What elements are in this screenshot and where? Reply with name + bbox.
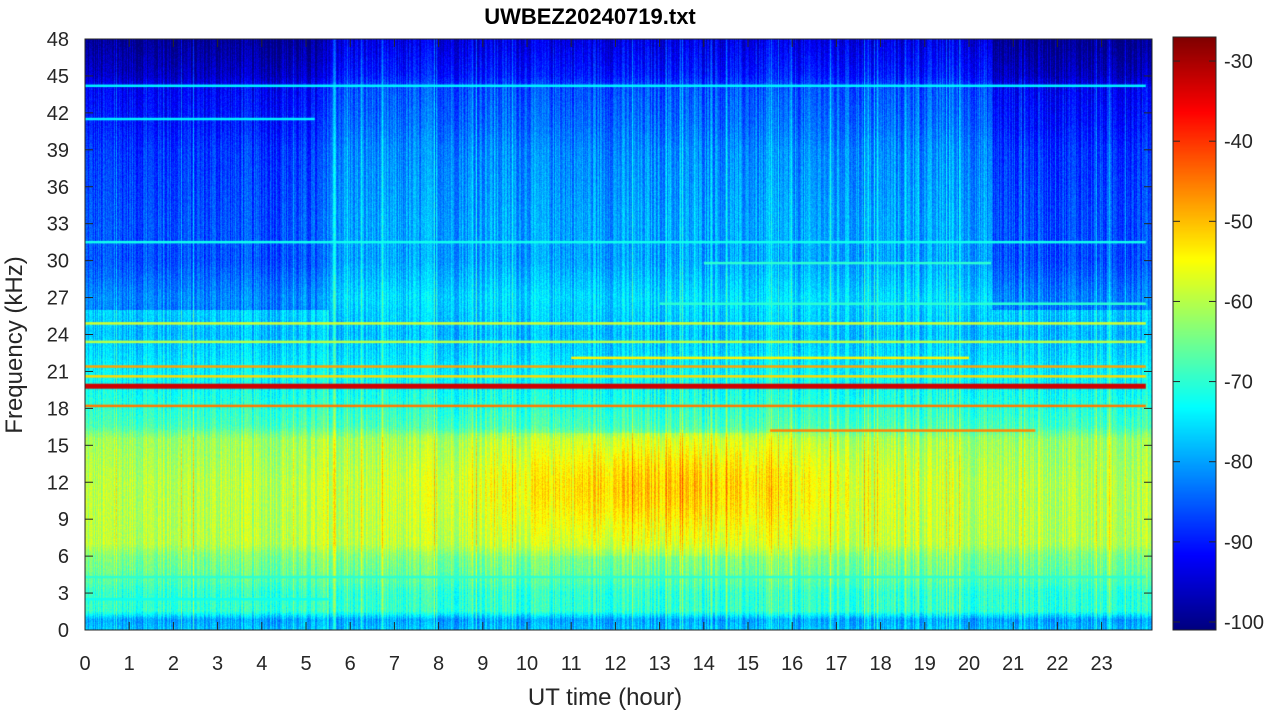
x-tick-label: 6 <box>345 653 356 675</box>
x-tick-label: 8 <box>433 653 444 675</box>
x-tick-label: 13 <box>648 653 670 675</box>
y-tick-label: 18 <box>47 398 69 420</box>
x-tick-label: 20 <box>958 653 980 675</box>
y-tick-label: 45 <box>47 66 69 88</box>
x-tick-label: 21 <box>1002 653 1024 675</box>
x-tick-label: 12 <box>604 653 626 675</box>
x-tick-label: 14 <box>693 653 715 675</box>
colorbar-frame <box>1172 36 1217 631</box>
y-tick-label: 27 <box>47 288 69 310</box>
colorbar: -30 -40 -50 -60 -70 -80 -90 -100 <box>1172 36 1264 634</box>
y-tick-label: 24 <box>47 325 69 347</box>
x-tick-label: 3 <box>212 653 223 675</box>
x-tick-label: 7 <box>389 653 400 675</box>
y-tick-label: 0 <box>58 620 69 642</box>
x-tick-label: 23 <box>1090 653 1112 675</box>
y-tick-label: 3 <box>58 583 69 605</box>
x-tick-label: 15 <box>737 653 759 675</box>
x-tick-label: 19 <box>914 653 936 675</box>
colorbar-tick-label: -90 <box>1224 532 1253 554</box>
x-tick-label: 10 <box>516 653 538 675</box>
x-tick-label: 16 <box>781 653 803 675</box>
colorbar-tick-label: -30 <box>1224 51 1253 73</box>
y-tick-label: 6 <box>58 546 69 568</box>
colorbar-tick-label: -60 <box>1224 291 1253 313</box>
x-tick-label: 4 <box>256 653 267 675</box>
x-tick-label: 2 <box>168 653 179 675</box>
y-tick-label: 30 <box>47 251 69 273</box>
x-tick-label: 9 <box>477 653 488 675</box>
x-tick-label: 5 <box>300 653 311 675</box>
colorbar-tick-label: -100 <box>1224 612 1264 634</box>
y-tick-label: 9 <box>58 509 69 531</box>
y-axis-label: Frequency (kHz) <box>1 256 28 433</box>
y-tick-label: 15 <box>47 435 69 457</box>
y-tick-label: 33 <box>47 214 69 236</box>
x-axis-label: UT time (hour) <box>528 684 682 711</box>
x-tick-label: 1 <box>124 653 135 675</box>
x-tick-label: 11 <box>561 653 582 675</box>
colorbar-tick-label: -70 <box>1224 372 1253 394</box>
colorbar-tick-label: -50 <box>1224 211 1253 233</box>
x-tick-label: 18 <box>869 653 891 675</box>
x-tick-label: 22 <box>1046 653 1068 675</box>
colorbar-tick-label: -80 <box>1224 452 1253 474</box>
spectrogram-image <box>85 39 1152 630</box>
y-tick-label: 36 <box>47 177 69 199</box>
y-tick-label: 48 <box>47 29 69 51</box>
plot-area <box>84 38 1153 631</box>
y-tick-label: 39 <box>47 140 69 162</box>
colorbar-gradient <box>1173 37 1216 630</box>
chart-title: UWBEZ20240719.txt <box>484 4 696 29</box>
y-tick-label: 12 <box>47 472 69 494</box>
x-tick-label: 17 <box>825 653 847 675</box>
colorbar-ticks: -30 -40 -50 -60 -70 -80 -90 -100 <box>1173 51 1264 634</box>
colorbar-tick-label: -40 <box>1224 131 1253 153</box>
y-tick-label: 42 <box>47 103 69 125</box>
y-tick-label: 21 <box>47 361 69 383</box>
x-tick-label: 0 <box>79 653 90 675</box>
x-axis: 0 1 2 3 4 5 6 7 8 9 10 11 12 13 14 15 16 17 18 19 20 21 22 23 <box>79 39 1113 675</box>
